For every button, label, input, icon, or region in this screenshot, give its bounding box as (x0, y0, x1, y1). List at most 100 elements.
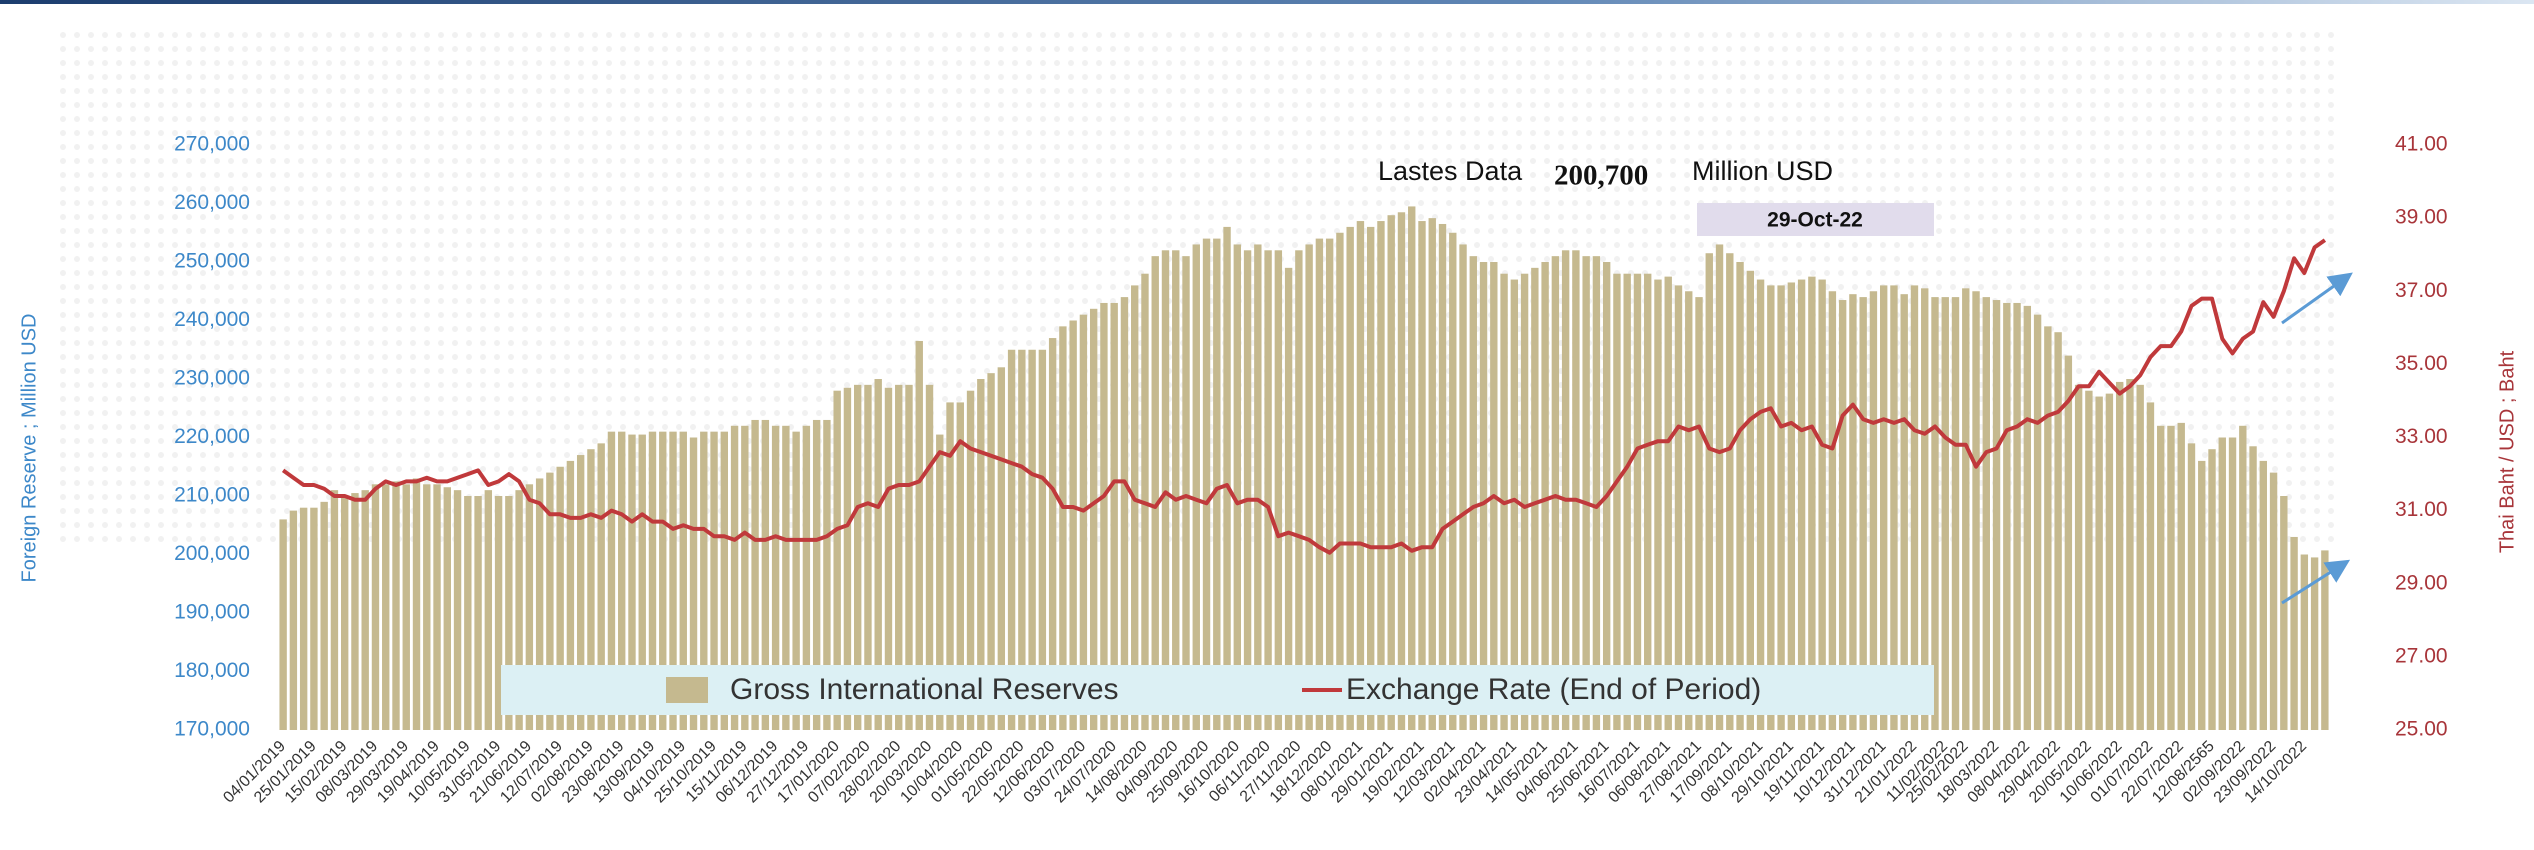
latest-label: Lastes Data (1378, 156, 1523, 186)
bar (823, 419, 831, 730)
bar (2003, 302, 2011, 730)
bar (2167, 425, 2175, 730)
arrow (2281, 559, 2351, 605)
bar (494, 496, 503, 730)
bar (1079, 314, 1088, 730)
bar (1182, 256, 1190, 730)
bar (1315, 238, 1324, 730)
bar (1007, 349, 1016, 730)
bar (484, 490, 493, 730)
bar (987, 373, 995, 730)
bar (833, 390, 841, 730)
latest-date: 29-Oct-22 (1767, 209, 1863, 232)
y2-tick-label: 33.00 (2395, 425, 2448, 448)
y2-axis-title: Thai Baht / USD ; Baht (2496, 350, 2518, 553)
bar (1551, 256, 1560, 730)
y2-tick-label: 25.00 (2395, 718, 2448, 741)
bar (1613, 273, 1621, 730)
bar (895, 384, 903, 730)
bar (1397, 212, 1406, 730)
y-tick-label: 210,000 (174, 484, 250, 507)
bar (402, 484, 410, 730)
bar (1921, 288, 1929, 730)
bar (1992, 300, 2001, 730)
bar (1592, 256, 1601, 730)
bar (1213, 238, 1221, 730)
bar (2095, 396, 2103, 730)
bar (1202, 238, 1211, 730)
bar (638, 434, 646, 730)
bar (2136, 384, 2144, 730)
y-tick-label: 170,000 (174, 718, 250, 741)
bar (1572, 250, 1580, 731)
bar (546, 472, 554, 730)
bar (1644, 273, 1652, 730)
bar (1028, 349, 1036, 730)
bar (279, 519, 287, 730)
bar (1366, 226, 1375, 730)
bar (2064, 355, 2073, 730)
bar (1233, 244, 1242, 730)
bar (997, 367, 1006, 730)
bar (1377, 221, 1385, 731)
bar (648, 431, 657, 730)
bar (2157, 425, 2165, 730)
bar (310, 507, 318, 730)
legend-label: Gross International Reserves (730, 673, 1119, 706)
bar (843, 387, 852, 730)
bar (1828, 291, 1837, 730)
bar (515, 490, 523, 730)
bar (689, 437, 698, 730)
bar (1284, 267, 1293, 730)
bar (2177, 422, 2185, 730)
bar (915, 340, 923, 730)
date-box (1697, 203, 1934, 236)
bar (720, 431, 729, 730)
y2-tick-label: 37.00 (2395, 279, 2448, 302)
bar (1428, 218, 1436, 730)
y2-tick-label: 31.00 (2395, 498, 2448, 521)
bar (1695, 297, 1703, 730)
bar (1951, 297, 1960, 730)
bar (1264, 250, 1272, 731)
bar (1746, 270, 1755, 730)
bar (1243, 250, 1252, 731)
bar (392, 481, 400, 730)
bar (679, 431, 687, 730)
latest-unit: Million USD (1692, 156, 1833, 186)
bar (1756, 279, 1765, 730)
bar (1449, 232, 1457, 730)
bar (1808, 276, 1816, 730)
bar (1346, 226, 1354, 730)
bar (1192, 244, 1200, 730)
bar (1479, 262, 1488, 730)
bar (464, 496, 472, 730)
bar (2239, 425, 2247, 730)
bar (351, 493, 359, 730)
bar (2218, 437, 2226, 730)
y2-tick-label: 27.00 (2395, 644, 2448, 667)
bar (1869, 291, 1878, 730)
bar (1151, 256, 1159, 730)
bar (2126, 379, 2134, 730)
bar (1069, 320, 1077, 730)
bar (1305, 244, 1313, 730)
bar (1674, 285, 1683, 730)
bar (525, 484, 534, 730)
y-tick-label: 250,000 (174, 250, 250, 273)
bar (2044, 326, 2052, 730)
bar (505, 496, 513, 730)
bar (1274, 250, 1283, 731)
bar (1520, 273, 1529, 730)
bar (2013, 302, 2021, 730)
bar (2054, 332, 2062, 730)
y-tick-label: 180,000 (174, 659, 250, 682)
bar (371, 484, 380, 730)
bar (340, 496, 349, 730)
bar (1982, 297, 1990, 730)
bar (1941, 297, 1949, 730)
bar (1510, 279, 1519, 730)
bar (361, 490, 369, 730)
bar (1089, 308, 1098, 730)
